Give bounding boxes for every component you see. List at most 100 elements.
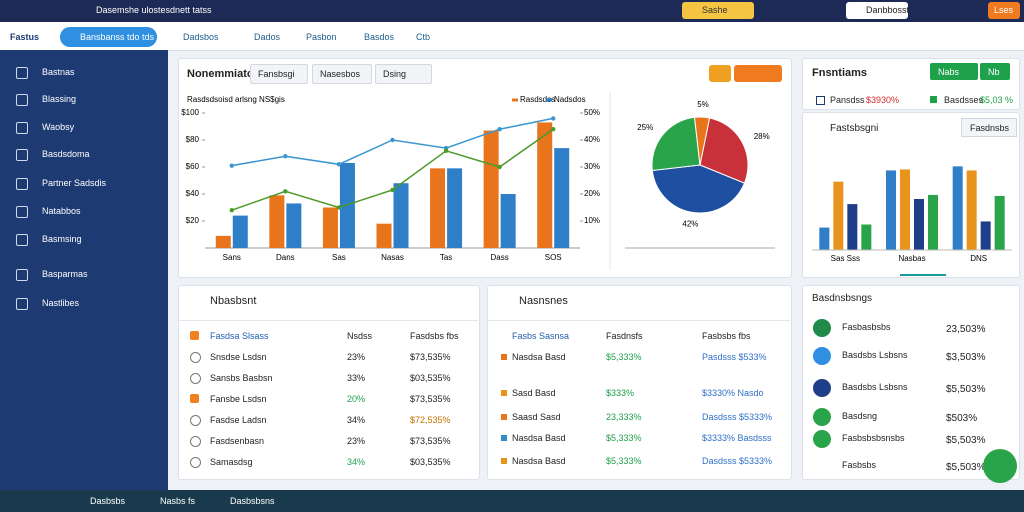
nav-tab[interactable]: Pasbon bbox=[306, 32, 337, 42]
bar bbox=[554, 148, 570, 248]
y-tick-label: $20 bbox=[186, 216, 200, 225]
sidebar-icon bbox=[16, 94, 28, 106]
filter-dropdown[interactable] bbox=[250, 64, 308, 84]
bar bbox=[847, 204, 858, 250]
bar bbox=[286, 203, 302, 248]
table-cell: 34% bbox=[347, 415, 366, 425]
table-cell: Nasdsa Basd bbox=[512, 352, 566, 362]
bar bbox=[952, 166, 963, 250]
search[interactable] bbox=[60, 27, 157, 47]
list-value: $5,503% bbox=[946, 384, 986, 395]
table-cell: Fasdsenbasn bbox=[210, 436, 265, 446]
search-text: Bansbanss tdo tds bbox=[80, 32, 155, 42]
taskbar bbox=[0, 490, 1024, 512]
alert-button[interactable] bbox=[682, 2, 754, 19]
line-point bbox=[390, 137, 395, 143]
profile-button[interactable] bbox=[846, 2, 908, 19]
green-button[interactable] bbox=[930, 63, 978, 80]
sidebar-item[interactable]: Basmsing bbox=[42, 234, 82, 244]
filter-dropdown[interactable] bbox=[375, 64, 432, 84]
table-cell: Fansbe Lsdsn bbox=[210, 394, 267, 404]
nav-tab[interactable]: Dadsbos bbox=[183, 32, 219, 42]
panel-button[interactable] bbox=[961, 118, 1017, 137]
table-cell: 33% bbox=[347, 373, 366, 383]
line-point bbox=[497, 164, 502, 170]
list-name: Basdsbs Lsbsns bbox=[842, 382, 908, 392]
sidebar-item[interactable]: Partner Sadsdis bbox=[42, 178, 107, 188]
orange-button[interactable] bbox=[734, 65, 782, 82]
button-text: Nb bbox=[988, 67, 1000, 77]
nav-tab[interactable]: Dados bbox=[254, 32, 281, 42]
row-check[interactable] bbox=[190, 373, 201, 384]
list-panel bbox=[802, 285, 1020, 480]
list-value: 23,503% bbox=[946, 324, 986, 335]
table-cell: $333% bbox=[606, 388, 635, 398]
panel-title: Nasnsnes bbox=[519, 295, 568, 307]
taskbar-item[interactable]: Dasbsbs bbox=[90, 496, 126, 506]
pie-label: 25% bbox=[637, 123, 653, 132]
bar bbox=[500, 194, 516, 248]
table-cell: Sasd Basd bbox=[512, 388, 556, 398]
row-dot bbox=[501, 414, 507, 420]
row-check[interactable] bbox=[190, 352, 201, 363]
bar bbox=[886, 170, 896, 250]
bar bbox=[900, 169, 910, 250]
green-button[interactable] bbox=[980, 63, 1010, 80]
y2-tick-label: 50% bbox=[584, 108, 600, 117]
bar bbox=[833, 181, 844, 250]
row-check[interactable] bbox=[190, 436, 201, 447]
pie-slice bbox=[699, 117, 749, 184]
filter-dropdown[interactable] bbox=[312, 64, 372, 84]
browser-bar bbox=[0, 0, 1024, 22]
table-header: Fasbsbs fbs bbox=[702, 331, 751, 341]
pie-slice bbox=[651, 164, 746, 214]
table-cell: 23,333% bbox=[606, 412, 642, 422]
x-tick-label: Dans bbox=[276, 253, 295, 262]
bar bbox=[430, 168, 446, 248]
table-panel bbox=[178, 285, 480, 480]
sidebar-item[interactable]: Basparmas bbox=[42, 269, 88, 279]
taskbar-item[interactable]: Dasbsbsns bbox=[230, 496, 275, 506]
table-cell: $73,535% bbox=[410, 394, 451, 404]
orange-button[interactable] bbox=[709, 65, 731, 82]
sidebar-icon bbox=[16, 67, 28, 79]
table-cell: Dasdsss $5333% bbox=[702, 412, 773, 422]
bar bbox=[537, 122, 553, 248]
row-check[interactable] bbox=[190, 415, 201, 426]
profile-text: Danbbosst bbox=[866, 5, 910, 15]
sidebar-item[interactable]: Blassing bbox=[42, 94, 77, 104]
x-tick-label: Sas bbox=[332, 253, 346, 262]
bar bbox=[215, 235, 231, 248]
fab[interactable] bbox=[983, 449, 1017, 483]
x-tick-label: Nasas bbox=[381, 253, 404, 262]
row-check[interactable] bbox=[190, 394, 199, 403]
sidebar-item[interactable]: Natabbos bbox=[42, 206, 81, 216]
row-check[interactable] bbox=[190, 457, 201, 468]
action-button[interactable] bbox=[988, 2, 1020, 19]
taskbar-item[interactable]: Nasbs fs bbox=[160, 496, 196, 506]
pie-slice bbox=[651, 116, 701, 172]
list-name: Fasbsbsbsnsbs bbox=[842, 433, 905, 443]
sidebar-icon bbox=[16, 178, 28, 190]
list-icon bbox=[813, 430, 831, 448]
sidebar-icon bbox=[16, 234, 28, 246]
table-cell: Nasdsa Basd bbox=[512, 433, 566, 443]
sidebar-item[interactable]: Nastlibes bbox=[42, 298, 80, 308]
table-cell: Snsdse Lsdsn bbox=[210, 352, 267, 362]
line-point bbox=[390, 187, 395, 193]
sidebar-item[interactable]: Bastnas bbox=[42, 67, 75, 77]
x-tick-label: Sas Sss bbox=[831, 254, 860, 263]
y-tick-label: $80 bbox=[186, 135, 200, 144]
nav-tab[interactable]: Ctb bbox=[416, 32, 431, 42]
sidebar-item[interactable]: Basdsdoma bbox=[42, 149, 90, 159]
sidebar-item[interactable]: Waobsy bbox=[42, 122, 75, 132]
line-point bbox=[229, 163, 234, 168]
row-check[interactable] bbox=[190, 331, 199, 340]
list-value: $503% bbox=[946, 413, 978, 424]
legend-swatch bbox=[930, 96, 937, 103]
filter-text: Dsing bbox=[383, 69, 407, 79]
list-icon bbox=[813, 319, 831, 337]
nav-tab[interactable]: Basdos bbox=[364, 32, 395, 42]
list-icon bbox=[813, 379, 831, 397]
sidebar-icon bbox=[16, 206, 28, 218]
